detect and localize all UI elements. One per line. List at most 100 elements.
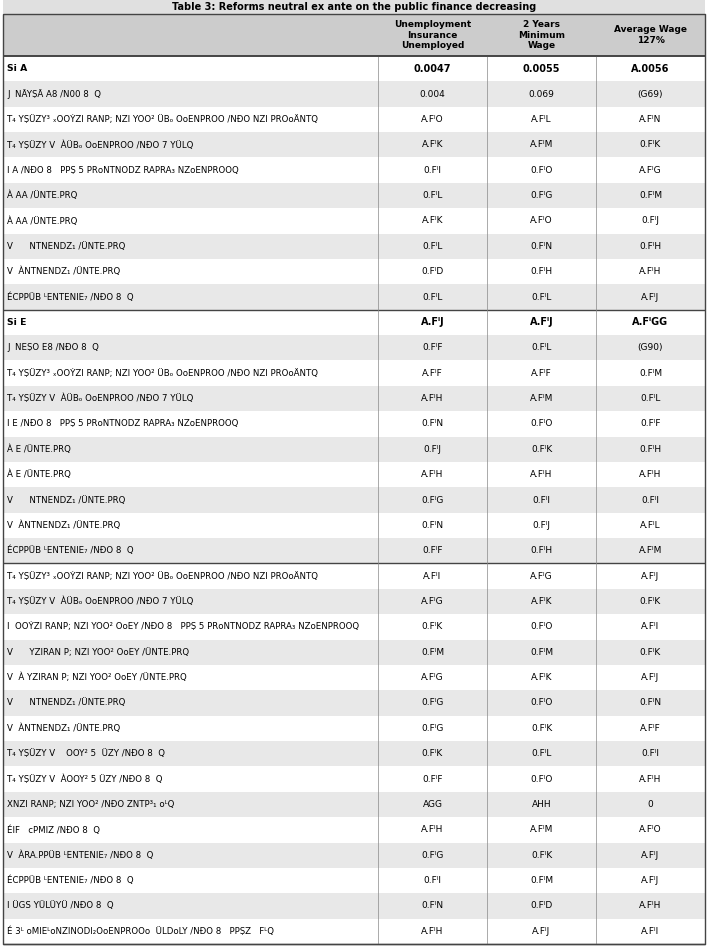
Text: 0.FᴵM: 0.FᴵM — [421, 648, 444, 656]
Bar — [3, 234, 705, 259]
Text: 0.FᴵJ: 0.FᴵJ — [532, 521, 551, 530]
Text: 0.FᴵL: 0.FᴵL — [422, 241, 442, 251]
Text: V      NTNENDZ₁ /ÜNTE.PRQ: V NTNENDZ₁ /ÜNTE.PRQ — [7, 699, 125, 707]
Text: A.FᴵO: A.FᴵO — [639, 826, 662, 834]
Bar — [3, 766, 705, 792]
Text: I ÜGS YÜLÜYÜ /NÐO 8  Q: I ÜGS YÜLÜYÜ /NÐO 8 Q — [7, 902, 113, 910]
Text: A.FᴵM: A.FᴵM — [530, 140, 553, 150]
Text: 0.FᴵM: 0.FᴵM — [530, 876, 553, 885]
Text: A.FᴵF: A.FᴵF — [640, 724, 661, 733]
Text: 0.FᴵN: 0.FᴵN — [639, 699, 661, 707]
Text: A.FᴵH: A.FᴵH — [421, 826, 444, 834]
Text: 0.0047: 0.0047 — [413, 63, 451, 74]
Text: 0.FᴵM: 0.FᴵM — [530, 648, 553, 656]
Text: V  ÀNTNENDZ₁ /ÜNTE.PRQ: V ÀNTNENDZ₁ /ÜNTE.PRQ — [7, 724, 120, 733]
Bar — [3, 385, 705, 411]
Text: (G69): (G69) — [638, 90, 663, 98]
Bar — [3, 284, 705, 310]
Bar — [3, 81, 705, 107]
Text: ÉCPPÜB ᴸENTENIE₇ /NÐO 8  Q: ÉCPPÜB ᴸENTENIE₇ /NÐO 8 Q — [7, 876, 134, 885]
Bar — [3, 133, 705, 157]
Text: 0.FᴵI: 0.FᴵI — [532, 495, 551, 505]
Text: A.FᴵI: A.FᴵI — [423, 572, 442, 581]
Text: 0.FᴵM: 0.FᴵM — [639, 191, 662, 200]
Bar — [3, 259, 705, 284]
Text: Unemployment
Insurance
Unemployed: Unemployment Insurance Unemployed — [394, 21, 471, 49]
Text: T₄ YṢÜZY V  ÀÜBₒ OᴏENPROO /NÐO 7 YÜLQ: T₄ YṢÜZY V ÀÜBₒ OᴏENPROO /NÐO 7 YÜLQ — [7, 597, 193, 606]
Text: 0.FᴵO: 0.FᴵO — [530, 775, 553, 783]
Text: A.FᴵN: A.FᴵN — [639, 115, 662, 124]
Text: 0.FᴵD: 0.FᴵD — [421, 267, 444, 277]
Text: 0.FᴵN: 0.FᴵN — [421, 420, 444, 428]
Text: T₄ YṢÜZY³ ₓOOẎZI RANP; NZI YOO² ÜBₒ OᴏENPROO /NÐO NZI PROᴏÄNTQ: T₄ YṢÜZY³ ₓOOẎZI RANP; NZI YOO² ÜBₒ OᴏEN… — [7, 115, 318, 124]
Bar — [3, 208, 705, 234]
Bar — [3, 665, 705, 690]
Bar — [3, 512, 705, 538]
Text: 0.FᴵL: 0.FᴵL — [531, 293, 552, 301]
Text: A.FᴵG: A.FᴵG — [421, 673, 444, 682]
Text: A.FᴵM: A.FᴵM — [530, 826, 553, 834]
Text: É 3ᴸ ᴏMIEᴸᴏNZINODI₂OᴏENPROOᴏ  ÜLDᴏLY /NÐO 8   PPṢZ   FᴸQ: É 3ᴸ ᴏMIEᴸᴏNZINODI₂OᴏENPROOᴏ ÜLDᴏLY /NÐO… — [7, 926, 274, 936]
Text: I  OOẎZI RANP; NZI YOO² OᴏEY /NÐO 8   PPṢ 5 PRᴏNTNODZ RAPRA₃ NZᴏENPROOQ: I OOẎZI RANP; NZI YOO² OᴏEY /NÐO 8 PPṢ 5… — [7, 622, 359, 632]
Text: A.FᴵJ: A.FᴵJ — [641, 293, 660, 301]
Text: A.FᴵJ: A.FᴵJ — [641, 673, 660, 682]
Text: 0.FᴵH: 0.FᴵH — [530, 546, 552, 555]
Bar — [3, 462, 705, 488]
Bar — [3, 310, 705, 335]
Text: A.FᴵJ: A.FᴵJ — [530, 317, 554, 328]
Text: 0.FᴵL: 0.FᴵL — [531, 343, 552, 352]
Text: 0.FᴵK: 0.FᴵK — [531, 724, 552, 733]
Text: 0.FᴵF: 0.FᴵF — [422, 775, 442, 783]
Text: A.FᴵF: A.FᴵF — [422, 368, 443, 378]
Text: 0: 0 — [648, 800, 653, 809]
Bar — [3, 107, 705, 133]
Text: A.FᴵO: A.FᴵO — [421, 115, 444, 124]
Text: 0.FᴵJ: 0.FᴵJ — [423, 445, 442, 454]
Text: V  ÀNTNENDZ₁ /ÜNTE.PRQ: V ÀNTNENDZ₁ /ÜNTE.PRQ — [7, 521, 120, 530]
Text: AHH: AHH — [532, 800, 552, 809]
Text: ÉCPPÜB ᴸENTENIE₇ /NÐO 8  Q: ÉCPPÜB ᴸENTENIE₇ /NÐO 8 Q — [7, 546, 134, 556]
Text: A.FᴵH: A.FᴵH — [639, 775, 662, 783]
Text: 0.FᴵL: 0.FᴵL — [531, 749, 552, 759]
Bar — [3, 817, 705, 843]
Text: 0.FᴵK: 0.FᴵK — [640, 597, 661, 606]
Text: À AA /ÜNTE.PRQ: À AA /ÜNTE.PRQ — [7, 190, 77, 201]
Text: 0.FᴵG: 0.FᴵG — [421, 850, 444, 860]
Text: A.FᴵH: A.FᴵH — [639, 267, 662, 277]
Text: 0.FᴵL: 0.FᴵL — [422, 293, 442, 301]
Text: A.FᴵH: A.FᴵH — [530, 470, 553, 479]
Text: A.FᴵJ: A.FᴵJ — [641, 876, 660, 885]
Text: A.FᴵM: A.FᴵM — [639, 546, 662, 555]
Bar — [3, 792, 705, 817]
Text: Average Wage
127%: Average Wage 127% — [614, 26, 687, 45]
Text: A.FᴵJ: A.FᴵJ — [532, 927, 551, 936]
Text: A.FᴵO: A.FᴵO — [530, 217, 553, 225]
Bar — [3, 843, 705, 867]
Text: A.FᴵH: A.FᴵH — [421, 927, 444, 936]
Text: 0.FᴵF: 0.FᴵF — [422, 343, 442, 352]
Bar — [3, 867, 705, 893]
Text: 0.FᴵL: 0.FᴵL — [422, 191, 442, 200]
Text: A.FᴵJ: A.FᴵJ — [421, 317, 445, 328]
Text: A.FᴵH: A.FᴵH — [421, 470, 444, 479]
Text: A.FᴵI: A.FᴵI — [641, 927, 660, 936]
Text: 0.FᴵO: 0.FᴵO — [530, 166, 553, 174]
Text: 0.FᴵN: 0.FᴵN — [421, 521, 444, 530]
Text: À E /ÜNTE.PRQ: À E /ÜNTE.PRQ — [7, 470, 71, 479]
Text: 0.FᴵN: 0.FᴵN — [421, 902, 444, 910]
Text: 0.FᴵM: 0.FᴵM — [639, 368, 662, 378]
Text: I A /NÐO 8   PPṢ 5 PRᴏNTNODZ RAPRA₃ NZᴏENPROOQ: I A /NÐO 8 PPṢ 5 PRᴏNTNODZ RAPRA₃ NZᴏENP… — [7, 166, 239, 174]
Bar — [3, 335, 705, 361]
Text: A.FᴵK: A.FᴵK — [531, 597, 552, 606]
Text: A.FᴵK: A.FᴵK — [422, 217, 443, 225]
Text: A.0056: A.0056 — [632, 63, 670, 74]
Text: A.FᴵK: A.FᴵK — [531, 673, 552, 682]
Text: 0.FᴵG: 0.FᴵG — [530, 191, 553, 200]
Bar — [3, 615, 705, 639]
Text: 0.FᴵF: 0.FᴵF — [640, 420, 661, 428]
Text: A.FᴵH: A.FᴵH — [639, 470, 662, 479]
Text: A.FᴵL: A.FᴵL — [531, 115, 552, 124]
Text: Si A: Si A — [7, 64, 27, 73]
Bar — [3, 919, 705, 944]
Text: 0.FᴵO: 0.FᴵO — [530, 622, 553, 632]
